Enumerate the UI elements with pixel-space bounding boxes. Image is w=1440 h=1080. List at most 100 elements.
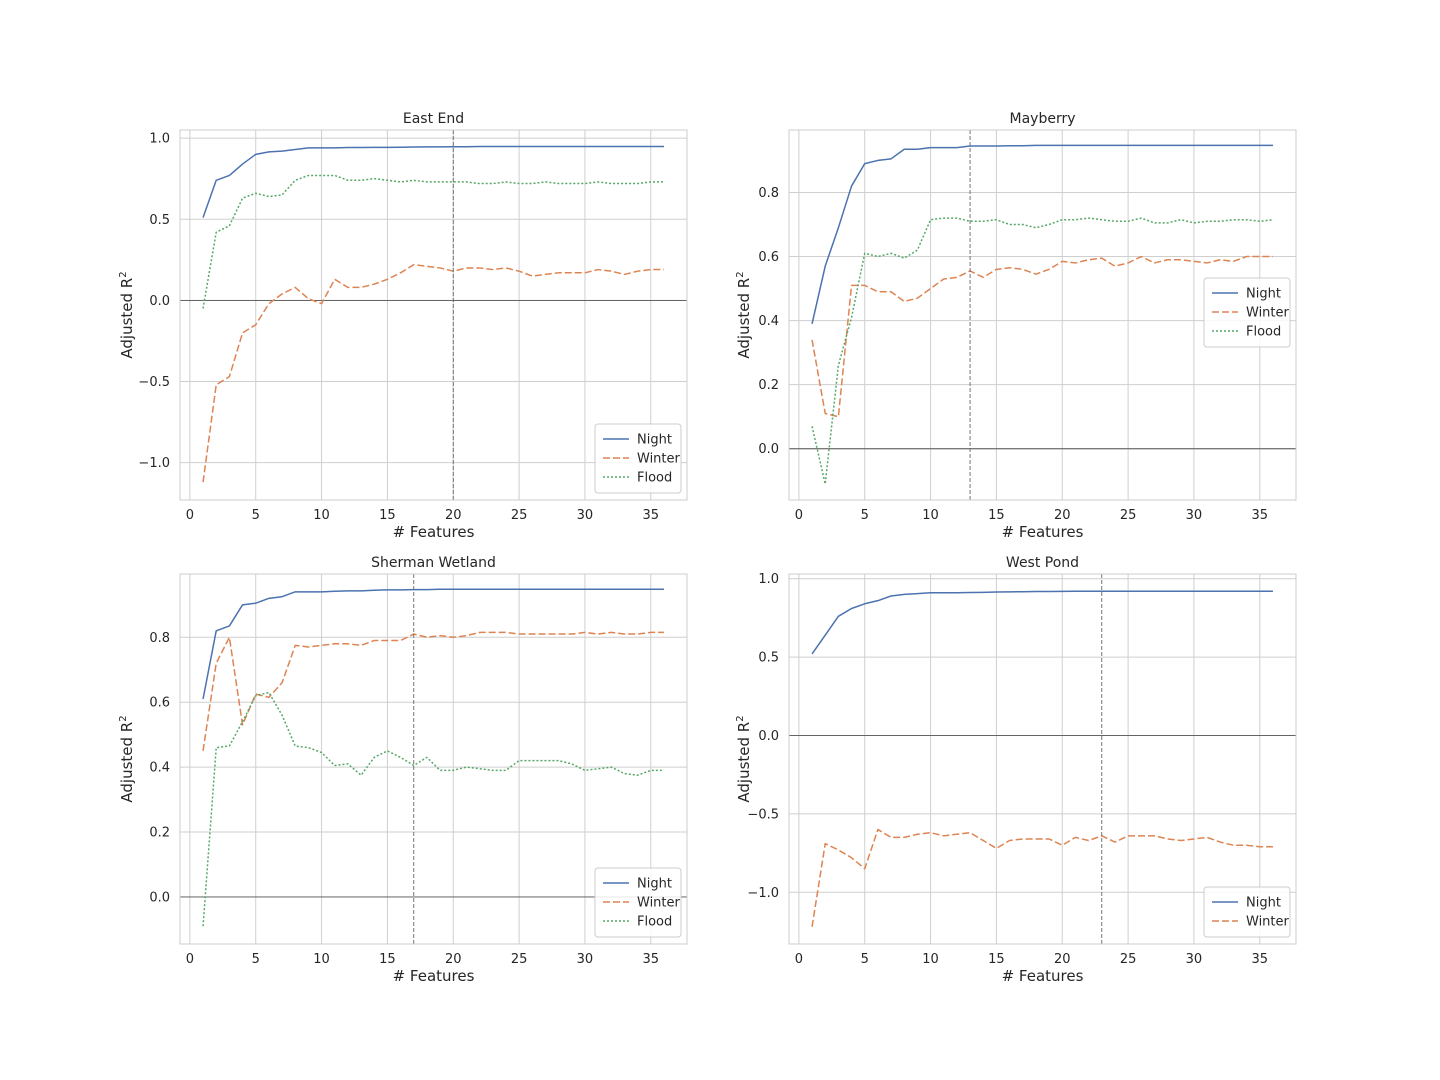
y-tick-label: 0.6: [758, 250, 779, 265]
series-line-night: [811, 144, 1273, 324]
legend-box: [594, 423, 682, 494]
panel-title: West Pond: [1006, 555, 1079, 571]
x-tick-label: 0: [795, 508, 803, 523]
legend: Night Winter Flood: [1203, 277, 1291, 348]
legend-label: Winter: [1246, 306, 1290, 321]
x-tick-label: 0: [186, 508, 194, 523]
x-tick-label: 15: [988, 952, 1005, 967]
series-line-night: [202, 145, 664, 218]
y-tick-label: 0.5: [149, 213, 170, 228]
y-axis-label-text: Adjusted R: [735, 722, 753, 803]
x-tick-label: 15: [379, 508, 396, 523]
x-tick-label: 20: [1054, 952, 1071, 967]
legend: Night Winter: [1203, 886, 1291, 938]
x-tick-label: 35: [643, 508, 660, 523]
x-tick-label: 35: [643, 952, 660, 967]
y-tick-label: 0.4: [149, 761, 170, 776]
legend-label: Night: [637, 433, 672, 448]
plot-frame: [788, 129, 1297, 501]
y-axis-label-superscript: 2: [735, 271, 746, 277]
series-line-flood: [811, 217, 1274, 485]
series-line-winter: [811, 828, 1273, 927]
y-tick-label: 0.2: [758, 378, 779, 393]
x-tick-label: 15: [988, 508, 1005, 523]
y-axis-label-text: Adjusted R: [118, 278, 136, 359]
legend-box: [1203, 886, 1291, 938]
x-tick-label: 5: [861, 508, 869, 523]
x-tick-label: 5: [252, 508, 260, 523]
y-tick-label: 0.0: [758, 442, 779, 457]
y-tick-label: 1.0: [758, 572, 779, 587]
legend-label: Night: [1246, 896, 1281, 911]
x-axis-label: # Features: [393, 967, 475, 985]
series-line-flood: [202, 174, 664, 309]
x-axis-label: # Features: [393, 523, 475, 541]
y-tick-label: 0.5: [758, 651, 779, 666]
y-tick-label: 1.0: [149, 132, 170, 147]
x-axis-label: # Features: [1002, 523, 1084, 541]
x-tick-label: 20: [445, 952, 462, 967]
plot-frame: [788, 573, 1297, 945]
x-tick-label: 20: [1054, 508, 1071, 523]
series-line-winter: [811, 255, 1273, 418]
legend-box: [594, 867, 682, 938]
y-axis-label: Adjusted R2: [118, 715, 136, 802]
x-tick-label: 30: [577, 508, 594, 523]
x-tick-label: 5: [252, 952, 260, 967]
y-tick-label: −1.0: [747, 886, 779, 901]
x-tick-label: 10: [313, 508, 330, 523]
legend-label: Winter: [637, 452, 681, 467]
x-tick-label: 25: [511, 508, 528, 523]
y-tick-label: −0.5: [747, 807, 779, 822]
y-axis-label-superscript: 2: [118, 271, 129, 277]
y-tick-label: 0.4: [758, 314, 779, 329]
legend-label: Flood: [637, 471, 672, 486]
series-line-night: [811, 590, 1273, 655]
chart-panel-2: 0 5 10 15 20 25 30 35 0.0 0.2 0.4 0.6 0.8 Mayberry # F…: [735, 111, 1297, 541]
chart-panel-4: 0 5 10 15 20 25 30 35 −1.0 −0.5 0.0 0.5 1.0 West Pond…: [735, 555, 1297, 985]
legend-label: Winter: [1246, 915, 1290, 930]
legend-label: Flood: [637, 915, 672, 930]
x-tick-label: 25: [1120, 952, 1137, 967]
plot-frame: [179, 573, 688, 945]
x-tick-label: 35: [1252, 508, 1269, 523]
y-axis-label-superscript: 2: [118, 715, 129, 721]
x-tick-label: 5: [861, 952, 869, 967]
x-tick-label: 10: [922, 952, 939, 967]
legend-label: Flood: [1246, 325, 1281, 340]
series-line-winter: [202, 263, 664, 483]
y-axis-label: Adjusted R2: [735, 715, 753, 802]
legend-label: Winter: [637, 896, 681, 911]
x-tick-label: 30: [1186, 952, 1203, 967]
x-tick-label: 0: [186, 952, 194, 967]
legend: Night Winter Flood: [594, 867, 682, 938]
plot-frame: [179, 129, 688, 501]
y-tick-label: 0.6: [149, 696, 170, 711]
panel-title: Sherman Wetland: [371, 555, 496, 571]
legend: Night Winter Flood: [594, 423, 682, 494]
y-tick-label: 0.8: [758, 186, 779, 201]
x-tick-label: 25: [1120, 508, 1137, 523]
y-axis-label-text: Adjusted R: [118, 722, 136, 803]
x-tick-label: 35: [1252, 952, 1269, 967]
y-axis-label: Adjusted R2: [118, 271, 136, 358]
x-tick-label: 0: [795, 952, 803, 967]
x-tick-label: 30: [577, 952, 594, 967]
series-line-winter: [202, 631, 664, 752]
y-axis-label-text: Adjusted R: [735, 278, 753, 359]
chart-panel-3: 0 5 10 15 20 25 30 35 0.0 0.2 0.4 0.6 0.8 Sherman Wet…: [118, 555, 688, 985]
x-tick-label: 15: [379, 952, 396, 967]
x-axis-label: # Features: [1002, 967, 1084, 985]
y-axis-label-superscript: 2: [735, 715, 746, 721]
y-tick-label: 0.0: [149, 294, 170, 309]
x-tick-label: 20: [445, 508, 462, 523]
legend-box: [1203, 277, 1291, 348]
series-line-night: [202, 588, 664, 700]
y-tick-label: 0.2: [149, 826, 170, 841]
legend-label: Night: [1246, 287, 1281, 302]
y-tick-label: −1.0: [138, 456, 170, 471]
y-tick-label: −0.5: [138, 375, 170, 390]
panel-title: Mayberry: [1010, 111, 1076, 127]
x-tick-label: 30: [1186, 508, 1203, 523]
